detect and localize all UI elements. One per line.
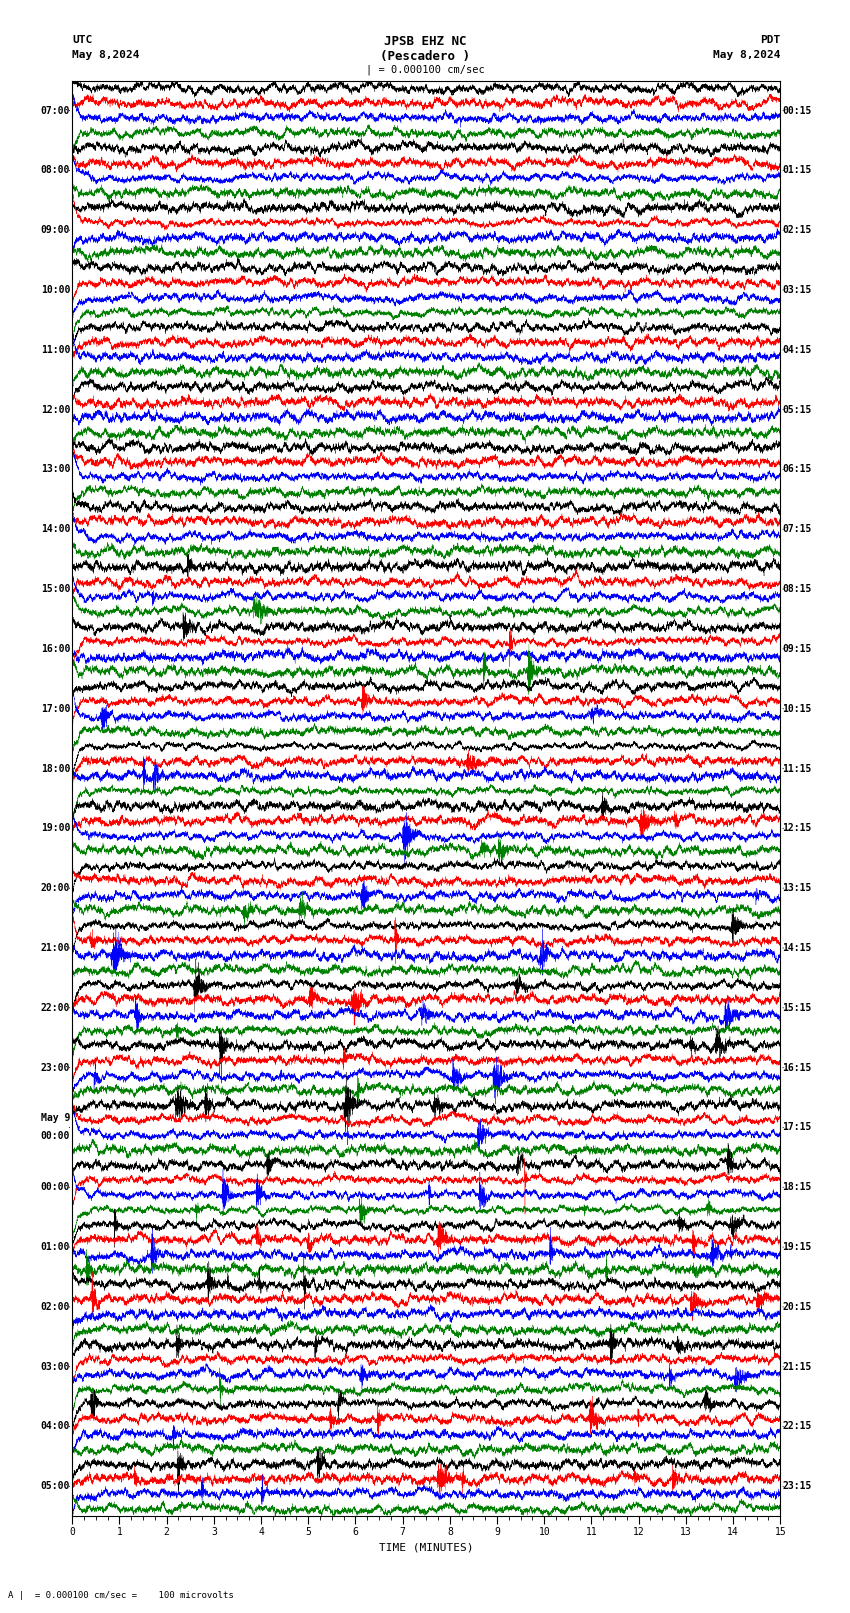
Text: 01:15: 01:15 bbox=[782, 166, 812, 176]
Text: 10:15: 10:15 bbox=[782, 703, 812, 713]
Text: 03:00: 03:00 bbox=[41, 1361, 71, 1371]
Text: 17:15: 17:15 bbox=[782, 1123, 812, 1132]
Text: 15:00: 15:00 bbox=[41, 584, 71, 594]
Text: 09:00: 09:00 bbox=[41, 226, 71, 235]
X-axis label: TIME (MINUTES): TIME (MINUTES) bbox=[379, 1544, 473, 1553]
Text: 00:00: 00:00 bbox=[41, 1182, 71, 1192]
Text: 21:00: 21:00 bbox=[41, 944, 71, 953]
Text: 00:00: 00:00 bbox=[41, 1131, 71, 1142]
Text: 03:15: 03:15 bbox=[782, 286, 812, 295]
Text: 15:15: 15:15 bbox=[782, 1003, 812, 1013]
Text: 23:15: 23:15 bbox=[782, 1481, 812, 1492]
Text: 20:00: 20:00 bbox=[41, 884, 71, 894]
Text: 22:15: 22:15 bbox=[782, 1421, 812, 1431]
Text: 14:15: 14:15 bbox=[782, 944, 812, 953]
Text: 01:00: 01:00 bbox=[41, 1242, 71, 1252]
Text: 10:00: 10:00 bbox=[41, 286, 71, 295]
Text: 16:00: 16:00 bbox=[41, 644, 71, 653]
Text: May 8,2024: May 8,2024 bbox=[72, 50, 139, 60]
Text: 07:15: 07:15 bbox=[782, 524, 812, 534]
Text: 05:15: 05:15 bbox=[782, 405, 812, 415]
Text: 12:00: 12:00 bbox=[41, 405, 71, 415]
Text: 11:00: 11:00 bbox=[41, 345, 71, 355]
Text: PDT: PDT bbox=[760, 35, 780, 45]
Text: 06:15: 06:15 bbox=[782, 465, 812, 474]
Text: 23:00: 23:00 bbox=[41, 1063, 71, 1073]
Text: 18:00: 18:00 bbox=[41, 763, 71, 774]
Text: 16:15: 16:15 bbox=[782, 1063, 812, 1073]
Text: 19:15: 19:15 bbox=[782, 1242, 812, 1252]
Text: 08:15: 08:15 bbox=[782, 584, 812, 594]
Text: 09:15: 09:15 bbox=[782, 644, 812, 653]
Text: 11:15: 11:15 bbox=[782, 763, 812, 774]
Text: (Pescadero ): (Pescadero ) bbox=[380, 50, 470, 63]
Text: May 8,2024: May 8,2024 bbox=[713, 50, 780, 60]
Text: 08:00: 08:00 bbox=[41, 166, 71, 176]
Text: A |  = 0.000100 cm/sec =    100 microvolts: A | = 0.000100 cm/sec = 100 microvolts bbox=[8, 1590, 235, 1600]
Text: 02:00: 02:00 bbox=[41, 1302, 71, 1311]
Text: | = 0.000100 cm/sec: | = 0.000100 cm/sec bbox=[366, 65, 484, 76]
Text: 22:00: 22:00 bbox=[41, 1003, 71, 1013]
Text: 04:15: 04:15 bbox=[782, 345, 812, 355]
Text: 18:15: 18:15 bbox=[782, 1182, 812, 1192]
Text: JPSB EHZ NC: JPSB EHZ NC bbox=[383, 35, 467, 48]
Text: May 9: May 9 bbox=[41, 1113, 71, 1123]
Text: 14:00: 14:00 bbox=[41, 524, 71, 534]
Text: 04:00: 04:00 bbox=[41, 1421, 71, 1431]
Text: 13:00: 13:00 bbox=[41, 465, 71, 474]
Text: 12:15: 12:15 bbox=[782, 823, 812, 834]
Text: 17:00: 17:00 bbox=[41, 703, 71, 713]
Text: UTC: UTC bbox=[72, 35, 93, 45]
Text: 05:00: 05:00 bbox=[41, 1481, 71, 1492]
Text: 21:15: 21:15 bbox=[782, 1361, 812, 1371]
Text: 07:00: 07:00 bbox=[41, 105, 71, 116]
Text: 00:15: 00:15 bbox=[782, 105, 812, 116]
Text: 20:15: 20:15 bbox=[782, 1302, 812, 1311]
Text: 19:00: 19:00 bbox=[41, 823, 71, 834]
Text: 02:15: 02:15 bbox=[782, 226, 812, 235]
Text: 13:15: 13:15 bbox=[782, 884, 812, 894]
